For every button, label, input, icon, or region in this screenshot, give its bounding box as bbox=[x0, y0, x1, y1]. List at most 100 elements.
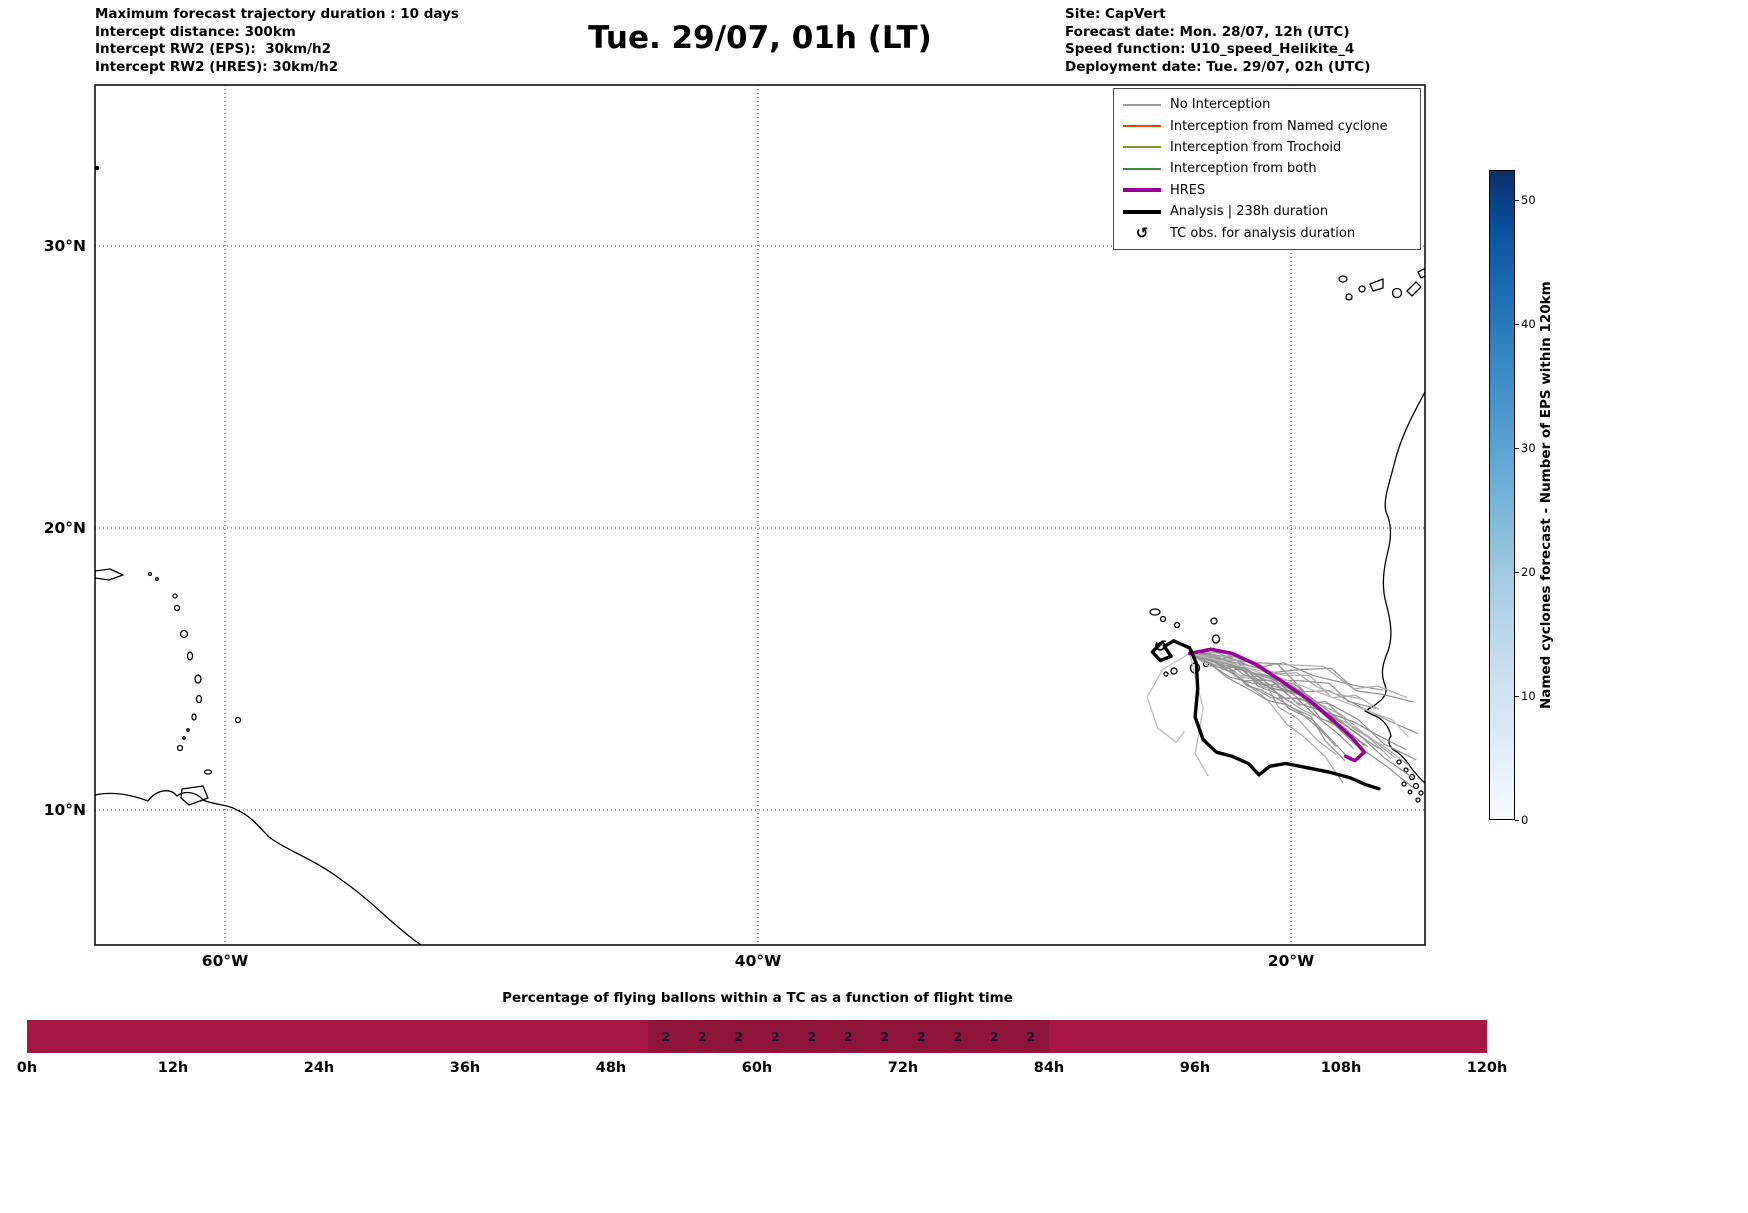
tc-count-label: 2 bbox=[990, 1029, 999, 1044]
colorbar-tick-label: 0 bbox=[1521, 813, 1529, 827]
colorbar-tick-label: 10 bbox=[1521, 688, 1536, 703]
header-info-line: Deployment date: Tue. 29/07, 02h (UTC) bbox=[1065, 58, 1371, 75]
colorbar-gradient bbox=[1489, 170, 1515, 820]
time-axis-tick-label: 60h bbox=[741, 1060, 773, 1076]
page-title: Tue. 29/07, 01h (LT) bbox=[588, 20, 932, 56]
header-info-line: Forecast date: Mon. 28/07, 12h (UTC) bbox=[1065, 23, 1350, 40]
hres-trajectory bbox=[1187, 647, 1367, 763]
colorbar-tick-label: 30 bbox=[1521, 440, 1536, 455]
tc-count-label: 2 bbox=[880, 1029, 889, 1044]
tc-count-label: 2 bbox=[807, 1029, 816, 1044]
colorbar-tickmark bbox=[1515, 571, 1519, 573]
longitude-tick-label: 20°W bbox=[1267, 952, 1315, 970]
legend-item: ↺ TC obs. for analysis duration bbox=[1123, 222, 1411, 243]
tc-count-label: 2 bbox=[917, 1029, 926, 1044]
map-frame bbox=[94, 84, 1426, 946]
time-axis-tick-label: 96h bbox=[1179, 1060, 1211, 1076]
ensemble-trajectory bbox=[1189, 652, 1419, 735]
colorbar-tickmark bbox=[1515, 820, 1519, 821]
time-axis-tick-label: 72h bbox=[887, 1060, 919, 1076]
bottom-chart-title: Percentage of flying ballons within a TC… bbox=[502, 990, 1013, 1006]
time-axis-tick-label: 24h bbox=[303, 1060, 335, 1076]
colorbar-tickmark bbox=[1515, 447, 1519, 449]
ensemble-trajectory bbox=[1189, 652, 1380, 711]
tc-band bbox=[647, 1020, 1049, 1053]
header-info-line: Intercept RW2 (HRES): 30km/h2 bbox=[95, 58, 339, 75]
legend-line-swatch bbox=[1123, 103, 1161, 106]
tc-count-label: 2 bbox=[734, 1029, 743, 1044]
legend-item-label: Interception from Named cyclone bbox=[1170, 118, 1388, 134]
legend-line-sample bbox=[1123, 103, 1161, 106]
header-info-line: Intercept RW2 (EPS): 30km/h2 bbox=[95, 41, 331, 57]
legend-item: HRES bbox=[1123, 180, 1411, 201]
tc-count-label: 2 bbox=[661, 1029, 670, 1044]
colorbar-tickmark bbox=[1515, 199, 1519, 201]
map-legend: No Interception Interception from Named c… bbox=[1113, 88, 1421, 250]
south-america-coastline bbox=[95, 790, 422, 945]
legend-line-swatch bbox=[1123, 125, 1161, 128]
header-info-line: Intercept distance: 300km bbox=[95, 23, 296, 40]
longitude-tick-label: 60°W bbox=[201, 952, 249, 970]
analysis-trajectory bbox=[1150, 639, 1381, 791]
header-info-line: Site: CapVert bbox=[1065, 6, 1166, 22]
time-axis-tick-label: 36h bbox=[449, 1060, 481, 1076]
legend-line-swatch bbox=[1123, 167, 1161, 170]
time-axis-tick-label: 12h bbox=[157, 1060, 189, 1076]
run-parameters-block: Maximum forecast trajectory duration : 1… bbox=[95, 6, 459, 76]
ensemble-trajectory bbox=[1189, 652, 1346, 762]
header-info-line: Maximum forecast trajectory duration : 1… bbox=[95, 6, 459, 22]
ensemble-trajectory bbox=[1189, 652, 1414, 779]
forecast-info-block: Site: CapVert Forecast date: Mon. 28/07, … bbox=[1065, 6, 1370, 76]
colorbar-tick-label: 40 bbox=[1521, 316, 1536, 331]
legend-line-sample bbox=[1123, 167, 1161, 170]
legend-item: Analysis | 238h duration bbox=[1123, 201, 1411, 222]
tc-count-label: 2 bbox=[698, 1029, 707, 1044]
canary-islands bbox=[1338, 267, 1425, 301]
legend-item-label: No Interception bbox=[1170, 97, 1271, 113]
flight-time-bar-chart: 2 2 2 2 2 2 2 2 2 2 2 bbox=[27, 1020, 1487, 1053]
legend-line-sample bbox=[1123, 125, 1161, 128]
tc-count-label: 2 bbox=[1026, 1029, 1035, 1044]
legend-item-label: Analysis | 238h duration bbox=[1170, 204, 1329, 220]
tc-count-label: 2 bbox=[771, 1029, 780, 1044]
legend-line-swatch bbox=[1123, 209, 1161, 214]
legend-item-label: TC obs. for analysis duration bbox=[1170, 225, 1356, 241]
colorbar-tickmark bbox=[1515, 695, 1519, 697]
time-axis-tick-label: 120h bbox=[1466, 1060, 1508, 1076]
ensemble-outlier-trajectory bbox=[1189, 652, 1409, 738]
legend-item: Interception from both bbox=[1123, 158, 1411, 179]
latitude-tick-label: 30°N bbox=[43, 237, 86, 255]
time-axis-tick-label: 0h bbox=[16, 1060, 38, 1076]
legend-item: Interception from Named cyclone bbox=[1123, 115, 1411, 136]
legend-item-label: Interception from both bbox=[1170, 161, 1317, 177]
time-axis-tick-label: 48h bbox=[595, 1060, 627, 1076]
legend-line-swatch bbox=[1123, 146, 1161, 149]
coastlines bbox=[95, 165, 1425, 945]
latitude-tick-label: 20°N bbox=[43, 519, 86, 537]
legend-item: Interception from Trochoid bbox=[1123, 137, 1411, 158]
africa-coastline bbox=[1364, 391, 1425, 785]
tc-count-label: 2 bbox=[844, 1029, 853, 1044]
bar-fill bbox=[27, 1020, 1487, 1053]
colorbar-tick-label: 20 bbox=[1521, 564, 1536, 579]
cyclone-obs-icon: ↺ bbox=[1154, 636, 1167, 655]
ensemble-outlier-trajectory bbox=[1146, 652, 1191, 743]
time-axis-tick-label: 108h bbox=[1320, 1060, 1362, 1076]
legend-line-sample bbox=[1123, 188, 1161, 193]
tc-count-label: 2 bbox=[953, 1029, 962, 1044]
legend-item: No Interception bbox=[1123, 94, 1411, 115]
header-info-line: Speed function: U10_speed_Helikite_4 bbox=[1065, 41, 1355, 57]
legend-item-label: Interception from Trochoid bbox=[1170, 139, 1342, 155]
cyclone-icon: ↺ bbox=[1135, 223, 1149, 242]
colorbar-tick-label: 50 bbox=[1521, 192, 1536, 207]
longitude-tick-label: 40°W bbox=[734, 952, 782, 970]
legend-item-label: HRES bbox=[1170, 182, 1206, 198]
colorbar-label: Named cyclones forecast - Number of EPS … bbox=[1538, 281, 1554, 709]
trajectories-layer: ↺ bbox=[1146, 636, 1419, 791]
legend-line-sample bbox=[1123, 146, 1161, 149]
trajectory-map: ↺ bbox=[94, 84, 1426, 946]
ensemble-trajectory bbox=[1189, 652, 1414, 703]
latitude-tick-label: 10°N bbox=[43, 801, 86, 819]
time-axis-tick-label: 84h bbox=[1033, 1060, 1065, 1076]
colorbar-tickmark bbox=[1515, 323, 1519, 325]
